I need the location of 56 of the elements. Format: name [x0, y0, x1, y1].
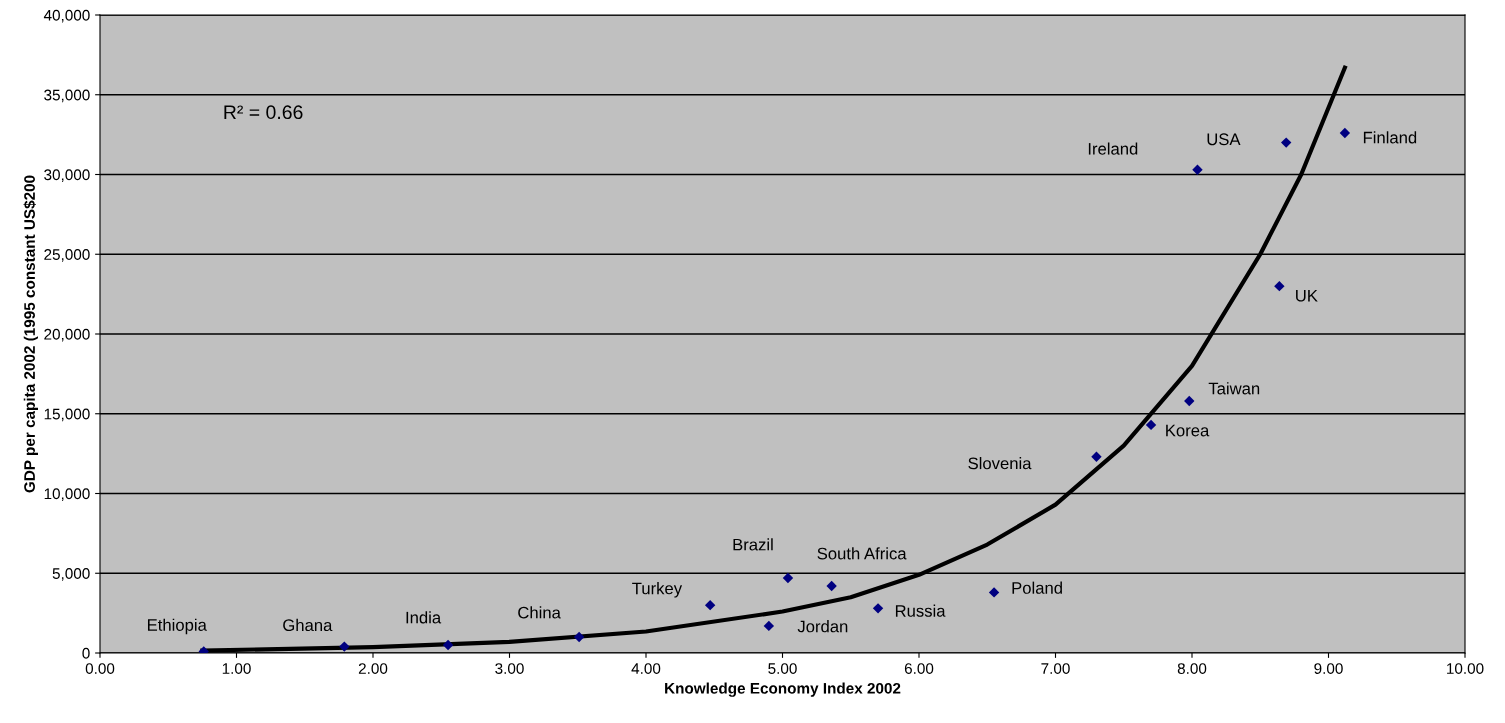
- annotation: Korea: [1166, 424, 1210, 437]
- annotation: Taiwan: [1208, 382, 1260, 395]
- point: [988, 587, 1000, 598]
- x-tick-label: 6.00: [904, 663, 934, 674]
- y-tick-label: 10,000: [44, 488, 90, 501]
- point: [442, 639, 454, 651]
- x-tick-label: 10.00: [1447, 663, 1484, 674]
- annotation: R² = 0.66: [224, 105, 303, 120]
- annotation: Jordan: [797, 620, 848, 633]
- x-tick-label: 9.00: [1314, 663, 1343, 674]
- point: [1184, 395, 1195, 407]
- point: [704, 599, 716, 611]
- point: [872, 603, 884, 614]
- annotation: UK: [1296, 289, 1318, 302]
- x-tick-label: 2.00: [358, 663, 388, 674]
- annotation: USA: [1207, 133, 1241, 146]
- annotation: Finland: [1363, 131, 1417, 144]
- y-tick-label: 35,000: [44, 89, 90, 103]
- y-tick-label: 40,000: [43, 9, 90, 23]
- y-tick-label: 25,000: [44, 249, 90, 262]
- annotation: South Africa: [817, 547, 907, 560]
- point: [1339, 127, 1351, 139]
- annotation: India: [406, 611, 442, 624]
- annotation: Slovenia: [968, 457, 1032, 470]
- annotation: Ethiopia: [147, 618, 207, 635]
- x-tick-label: 7.00: [1041, 663, 1070, 674]
- annotation: Russia: [895, 604, 946, 617]
- annotation: Ireland: [1088, 142, 1138, 155]
- point: [763, 620, 775, 632]
- point: [826, 580, 837, 592]
- y-tick-label: 0: [82, 647, 90, 659]
- x-axis-title: Knowledge Economy Index 2002: [665, 682, 901, 697]
- y-axis-title: GDP per capita 2002 (1995 constant US$200: [23, 175, 38, 493]
- y-tick-label: 5,000: [52, 568, 90, 581]
- x-tick-label: 5.00: [768, 663, 797, 674]
- point: [573, 631, 585, 643]
- point: [782, 572, 794, 584]
- annotation: Brazil: [733, 538, 773, 551]
- x-tick-label: 0.00: [85, 663, 115, 674]
- annotation: China: [518, 606, 561, 619]
- point: [1274, 280, 1285, 292]
- annotation: Poland: [1012, 581, 1062, 594]
- y-tick-label: 15,000: [44, 408, 90, 422]
- point: [1091, 451, 1102, 463]
- x-tick-label: 8.00: [1177, 663, 1207, 674]
- annotation: Ghana: [283, 618, 333, 632]
- point: [1280, 137, 1292, 148]
- point: [1145, 419, 1157, 431]
- x-tick-label: 4.00: [631, 663, 661, 674]
- annotation: Turkey: [632, 582, 683, 598]
- x-tick-label: 3.00: [495, 663, 524, 674]
- y-tick-label: 30,000: [44, 169, 90, 182]
- point: [339, 641, 350, 652]
- point: [1192, 164, 1203, 175]
- x-tick-label: 1.00: [222, 663, 251, 674]
- y-tick-label: 20,000: [44, 328, 90, 342]
